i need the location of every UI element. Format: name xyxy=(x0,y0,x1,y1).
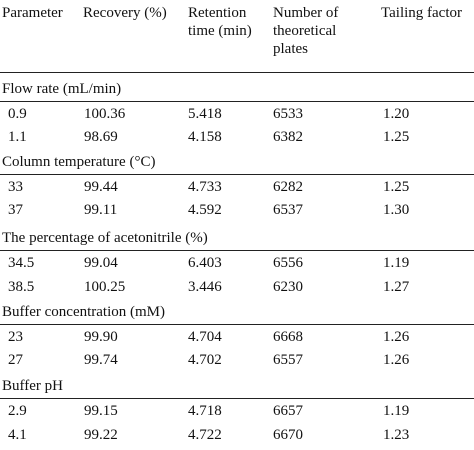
header-rule xyxy=(0,72,474,73)
cell-parameter: 33 xyxy=(8,179,23,195)
cell-plates: 6657 xyxy=(273,403,303,419)
group-rule xyxy=(0,398,474,399)
group-rule xyxy=(0,324,474,325)
cell-retention: 4.718 xyxy=(188,403,222,419)
cell-retention: 4.722 xyxy=(188,427,222,443)
header-line: plates xyxy=(273,41,308,57)
cell-tailing: 1.26 xyxy=(383,352,410,368)
header-line: Parameter xyxy=(2,5,63,21)
header-tailing-factor: Tailing factor xyxy=(381,4,462,22)
cell-recovery: 100.36 xyxy=(84,106,126,122)
header-line: Recovery (%) xyxy=(83,5,167,21)
cell-tailing: 1.23 xyxy=(383,427,410,443)
cell-parameter: 2.9 xyxy=(8,403,27,419)
header-line: Tailing factor xyxy=(381,5,462,21)
header-line: time (min) xyxy=(188,23,252,39)
cell-plates: 6556 xyxy=(273,255,303,271)
cell-recovery: 99.74 xyxy=(84,352,118,368)
group-title: The percentage of acetonitrile (%) xyxy=(2,230,208,246)
header-parameter: Parameter xyxy=(2,4,63,22)
cell-plates: 6670 xyxy=(273,427,303,443)
cell-retention: 4.158 xyxy=(188,129,222,145)
group-rule xyxy=(0,250,474,251)
cell-plates: 6668 xyxy=(273,329,303,345)
group-title: Buffer pH xyxy=(2,378,63,394)
cell-tailing: 1.19 xyxy=(383,403,410,419)
cell-plates: 6533 xyxy=(273,106,303,122)
cell-retention: 4.592 xyxy=(188,202,222,218)
cell-retention: 4.733 xyxy=(188,179,222,195)
cell-parameter: 23 xyxy=(8,329,23,345)
header-theoretical-plates: Number of theoretical plates xyxy=(273,4,338,58)
group-title: Flow rate (mL/min) xyxy=(2,81,122,97)
table-header: Parameter Recovery (%) Retention time (m… xyxy=(0,0,474,70)
cell-recovery: 100.25 xyxy=(84,279,126,295)
header-line: theoretical xyxy=(273,23,337,39)
cell-tailing: 1.25 xyxy=(383,129,410,145)
cell-recovery: 99.44 xyxy=(84,179,118,195)
group-rule xyxy=(0,174,474,175)
cell-tailing: 1.19 xyxy=(383,255,410,271)
cell-tailing: 1.20 xyxy=(383,106,410,122)
cell-parameter: 38.5 xyxy=(8,279,35,295)
cell-plates: 6230 xyxy=(273,279,303,295)
cell-retention: 6.403 xyxy=(188,255,222,271)
cell-retention: 4.704 xyxy=(188,329,222,345)
cell-plates: 6382 xyxy=(273,129,303,145)
cell-parameter: 0.9 xyxy=(8,106,27,122)
cell-recovery: 99.22 xyxy=(84,427,118,443)
cell-plates: 6537 xyxy=(273,202,303,218)
cell-retention: 5.418 xyxy=(188,106,222,122)
cell-tailing: 1.26 xyxy=(383,329,410,345)
header-recovery: Recovery (%) xyxy=(83,4,167,22)
cell-recovery: 99.04 xyxy=(84,255,118,271)
cell-tailing: 1.27 xyxy=(383,279,410,295)
cell-plates: 6557 xyxy=(273,352,303,368)
group-rule xyxy=(0,101,474,102)
cell-parameter: 34.5 xyxy=(8,255,35,271)
cell-recovery: 99.90 xyxy=(84,329,118,345)
cell-tailing: 1.25 xyxy=(383,179,410,195)
cell-parameter: 27 xyxy=(8,352,23,368)
header-retention-time: Retention time (min) xyxy=(188,4,252,40)
cell-parameter: 4.1 xyxy=(8,427,27,443)
cell-parameter: 1.1 xyxy=(8,129,27,145)
cell-tailing: 1.30 xyxy=(383,202,410,218)
cell-retention: 4.702 xyxy=(188,352,222,368)
header-line: Retention xyxy=(188,5,247,21)
cell-recovery: 98.69 xyxy=(84,129,118,145)
cell-recovery: 99.15 xyxy=(84,403,118,419)
cell-retention: 3.446 xyxy=(188,279,222,295)
cell-parameter: 37 xyxy=(8,202,23,218)
cell-plates: 6282 xyxy=(273,179,303,195)
cell-recovery: 99.11 xyxy=(84,202,118,218)
header-line: Number of xyxy=(273,5,339,21)
group-title: Column temperature (°C) xyxy=(2,154,156,170)
group-title: Buffer concentration (mM) xyxy=(2,304,166,320)
